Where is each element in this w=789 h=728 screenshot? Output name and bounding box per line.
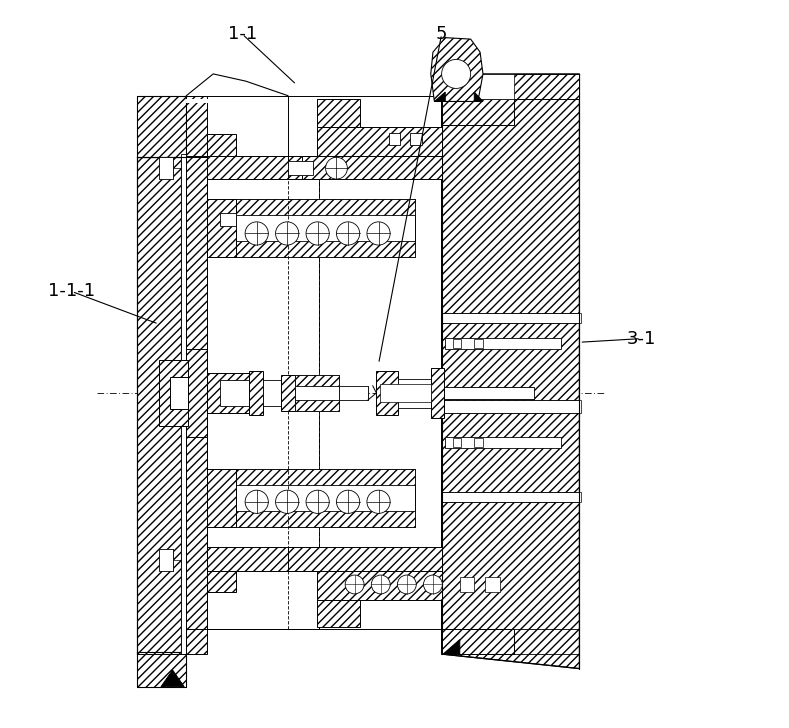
Polygon shape (161, 670, 184, 687)
Bar (442, 74, 514, 99)
Bar (295, 400, 338, 411)
Bar (389, 133, 400, 145)
Bar (220, 213, 237, 226)
Bar (474, 438, 483, 447)
Bar (207, 199, 236, 258)
Bar (181, 154, 195, 654)
Bar (207, 134, 236, 156)
Bar (317, 600, 361, 628)
Bar (207, 157, 319, 629)
Bar (380, 384, 431, 402)
Circle shape (275, 490, 299, 513)
Bar (288, 161, 313, 175)
Bar (288, 547, 442, 571)
Bar (220, 380, 249, 406)
Bar (159, 157, 174, 179)
Bar (249, 371, 263, 415)
Text: 1-1: 1-1 (227, 25, 257, 43)
Bar (207, 373, 250, 414)
Circle shape (336, 222, 360, 245)
Bar (442, 629, 514, 654)
Bar (186, 349, 207, 437)
Bar (235, 469, 415, 527)
Bar (317, 99, 361, 127)
Bar (235, 199, 415, 215)
Circle shape (245, 222, 268, 245)
Circle shape (372, 575, 390, 594)
Bar (235, 511, 415, 527)
Bar (398, 379, 431, 408)
Polygon shape (474, 92, 483, 101)
Circle shape (275, 222, 299, 245)
Bar (431, 368, 444, 419)
Bar (295, 375, 338, 411)
Bar (474, 339, 483, 348)
Circle shape (367, 490, 390, 513)
Text: 5: 5 (436, 25, 447, 43)
Bar (186, 99, 288, 103)
Circle shape (336, 490, 360, 513)
Bar (170, 377, 188, 409)
Bar (453, 339, 462, 348)
Polygon shape (443, 640, 460, 654)
Circle shape (442, 60, 471, 88)
Text: 3-1: 3-1 (626, 330, 656, 347)
Circle shape (306, 222, 329, 245)
Bar (235, 242, 415, 258)
Circle shape (398, 575, 417, 594)
Bar (263, 380, 281, 406)
Bar (137, 95, 186, 157)
Bar (485, 577, 499, 592)
Bar (235, 469, 415, 485)
Circle shape (345, 575, 364, 594)
Circle shape (367, 222, 390, 245)
Bar (442, 74, 579, 99)
Bar (186, 157, 207, 654)
Bar (317, 127, 442, 156)
Circle shape (306, 490, 329, 513)
Bar (186, 95, 207, 157)
Bar (317, 571, 442, 600)
Bar (295, 375, 338, 386)
Bar (445, 437, 561, 448)
Bar (207, 571, 236, 593)
Bar (137, 652, 186, 687)
Bar (207, 373, 250, 414)
Polygon shape (435, 92, 445, 101)
Bar (453, 438, 462, 447)
Bar (444, 387, 534, 399)
Bar (159, 549, 174, 571)
Bar (295, 380, 320, 406)
Bar (207, 547, 319, 571)
Bar (442, 99, 514, 124)
Bar (442, 400, 581, 414)
Polygon shape (442, 74, 579, 668)
Bar (442, 491, 581, 502)
Bar (207, 469, 236, 527)
Circle shape (245, 490, 268, 513)
Polygon shape (431, 38, 483, 101)
Bar (159, 360, 188, 426)
Circle shape (326, 157, 347, 179)
Bar (137, 157, 181, 654)
Bar (288, 156, 442, 179)
Bar (281, 375, 295, 411)
Bar (410, 133, 422, 145)
Bar (376, 371, 398, 415)
Bar (442, 313, 581, 323)
Bar (235, 199, 415, 258)
Text: 1-1-1: 1-1-1 (48, 282, 95, 301)
Bar (207, 156, 319, 179)
Bar (445, 338, 561, 349)
Circle shape (424, 575, 443, 594)
Bar (288, 156, 302, 179)
Bar (338, 386, 368, 400)
Bar (460, 577, 474, 592)
